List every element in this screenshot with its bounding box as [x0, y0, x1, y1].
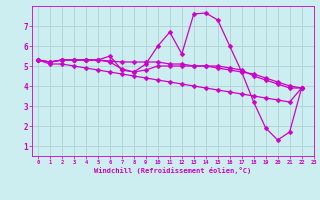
- X-axis label: Windchill (Refroidissement éolien,°C): Windchill (Refroidissement éolien,°C): [94, 167, 252, 174]
